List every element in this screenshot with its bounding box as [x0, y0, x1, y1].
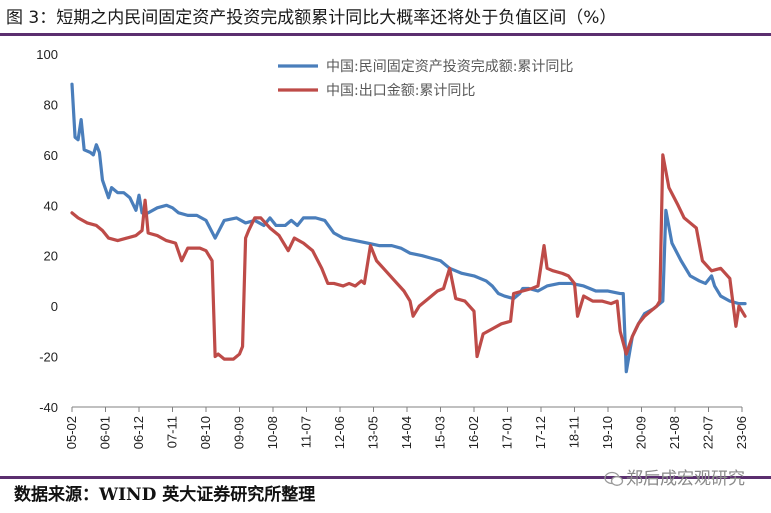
series-line-1	[70, 82, 747, 374]
x-tick-label: 16-02	[466, 416, 481, 449]
wechat-icon	[604, 471, 624, 486]
x-tick-label: 11-07	[299, 416, 314, 448]
x-tick-label: 10-08	[265, 416, 280, 449]
bottom-divider	[0, 476, 771, 479]
x-tick-label: 21-08	[667, 416, 682, 449]
x-tick-label: 09-09	[232, 416, 247, 449]
y-tick-label: 20	[44, 249, 58, 264]
watermark-text: 郑后成宏观研究	[626, 469, 745, 489]
series-line-2	[70, 153, 747, 361]
y-tick-label: -20	[39, 350, 58, 365]
x-tick-label: 20-09	[634, 416, 649, 449]
y-tick-label: 40	[44, 198, 58, 213]
x-tick-label: 06-12	[131, 416, 146, 449]
y-tick-label: 0	[51, 299, 58, 314]
x-tick-label: 17-01	[500, 416, 515, 449]
watermark: 郑后成宏观研究	[604, 464, 745, 494]
line-chart: -40 -20 0 20 40 60 80 100 05-02 06-01 06-12 07-11 08…	[36, 47, 749, 449]
chart-title: 图 3：短期之内民间固定资产投资完成额累计同比大概率还将处于负值区间（%）	[6, 8, 617, 28]
y-tick-label: 60	[44, 148, 58, 163]
x-tick-label: 06-01	[98, 416, 113, 449]
y-tick-label: -40	[39, 400, 58, 415]
x-tick-label: 07-11	[165, 416, 180, 448]
top-divider	[0, 33, 771, 36]
y-tick-label: 80	[44, 97, 58, 112]
x-tick-label: 22-07	[701, 416, 716, 449]
x-tick-label: 19-10	[600, 416, 615, 449]
source-note: 数据来源：WIND 英大证券研究所整理	[14, 485, 316, 505]
x-tick-label: 14-04	[399, 416, 414, 449]
x-tick-label: 08-10	[198, 416, 213, 449]
x-tick-label: 23-06	[734, 416, 749, 449]
legend-label-1: 中国:民间固定资产投资完成额:累计同比	[326, 59, 573, 75]
x-tick-label: 13-05	[366, 416, 381, 449]
x-tick-label: 05-02	[64, 416, 79, 449]
x-tick-label: 18-11	[567, 416, 582, 448]
x-tick-label: 17-12	[533, 416, 548, 449]
x-tick-label: 12-06	[332, 416, 347, 449]
y-tick-label: 100	[36, 47, 58, 62]
x-tick-label: 15-03	[433, 416, 448, 449]
legend-label-2: 中国:出口金额:累计同比	[326, 83, 475, 99]
